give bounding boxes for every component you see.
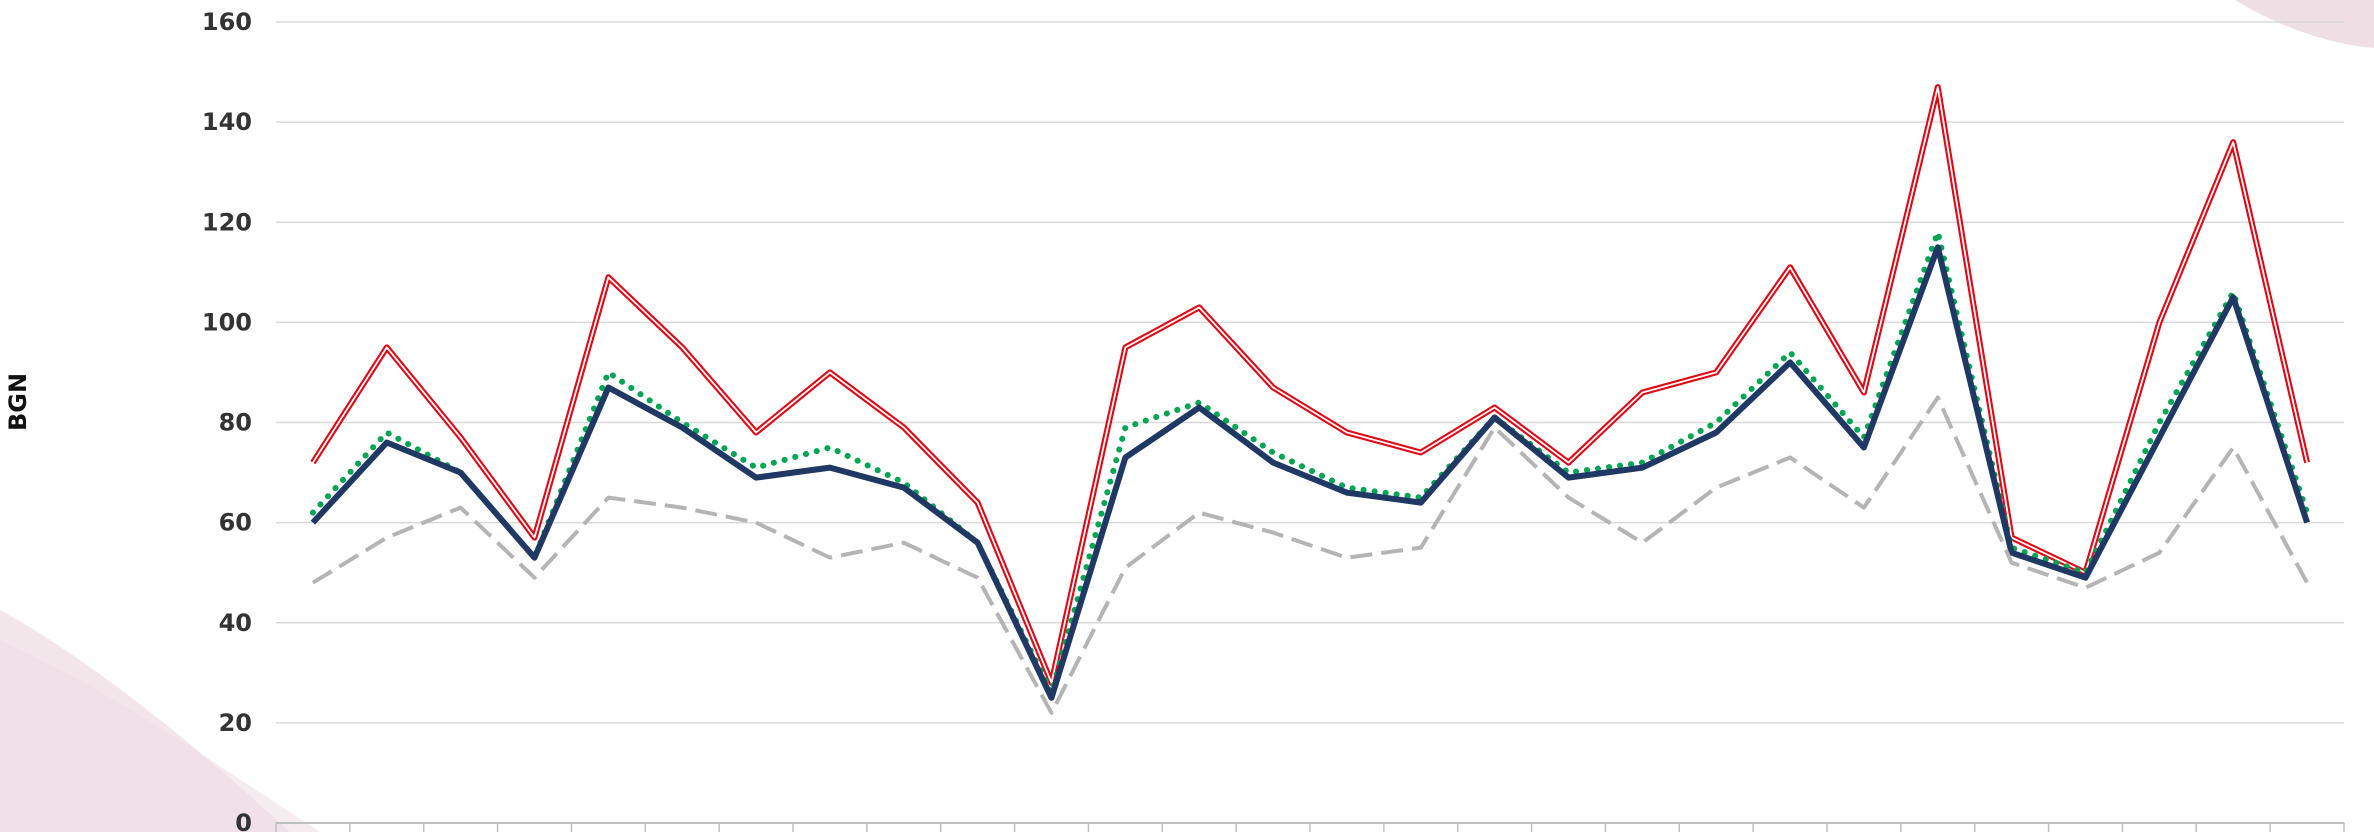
gridlines [276,21,2344,824]
series-line-inner [312,86,2308,684]
bottom-left-swoosh-light [0,610,320,832]
y-tick-label: 0 [235,809,252,832]
y-axis-ticks: 0 20 40 60 80 100 120 140 160 [202,8,252,832]
series-line [309,229,2311,696]
y-tick-label: 120 [202,208,252,236]
y-tick-label: 80 [219,409,252,437]
x-axis-ticks [275,823,2345,832]
series-1 [310,84,2311,686]
y-tick-label: 140 [202,108,252,136]
series-3 [310,244,2310,701]
series-line [310,84,2311,686]
series-2 [309,229,2311,696]
series-lines [309,84,2311,715]
y-tick-label: 20 [219,709,252,737]
top-right-swoosh [2235,0,2374,48]
series-line [311,395,2309,715]
y-tick-label: 100 [202,308,252,336]
y-axis-title: BGN [4,373,32,431]
y-tick-label: 40 [219,609,252,637]
y-tick-label: 160 [202,8,252,36]
series-line [310,244,2310,701]
y-tick-label: 60 [219,509,252,537]
series-4 [311,395,2309,715]
